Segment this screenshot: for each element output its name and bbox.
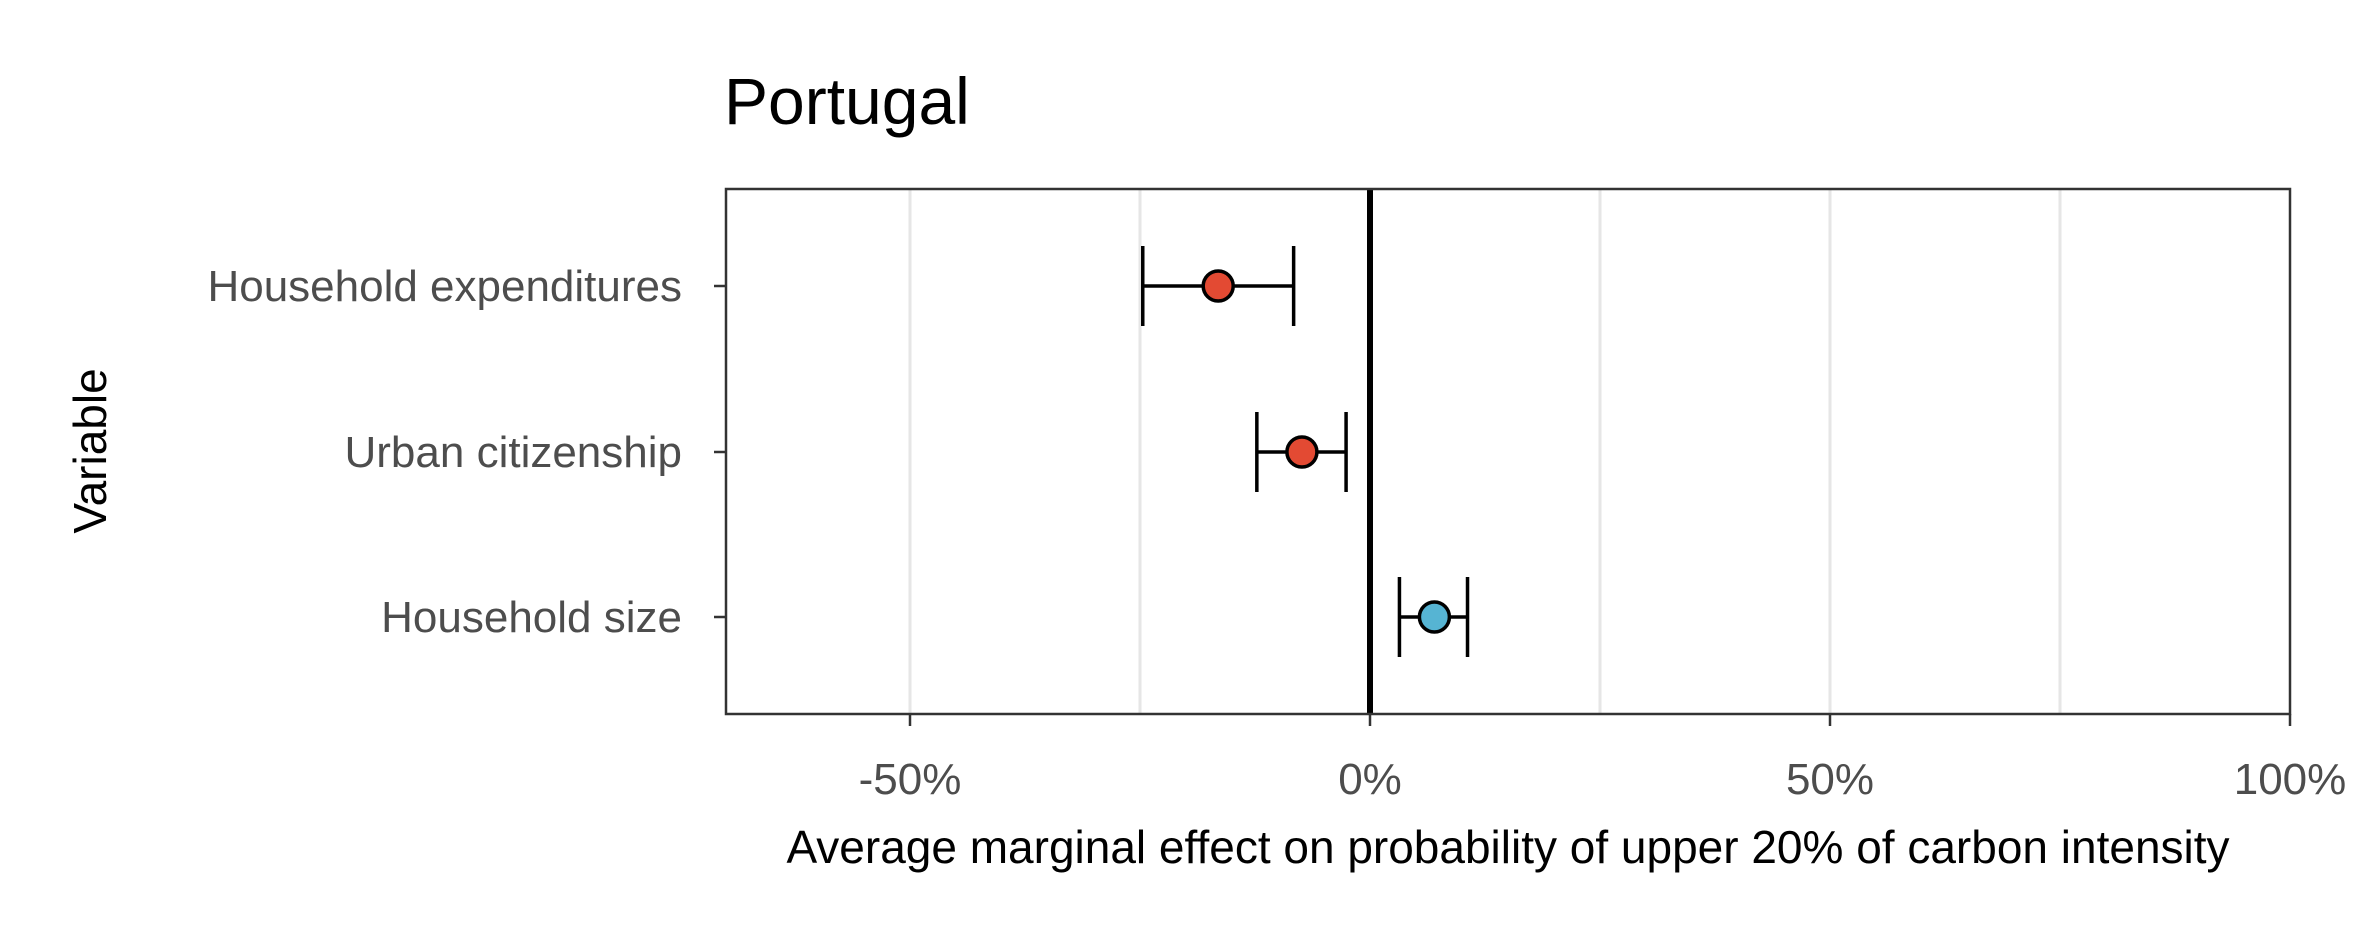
- estimate-point: [1201, 269, 1235, 303]
- chart-title: Portugal: [724, 64, 970, 138]
- plot-panel-border: [724, 187, 2292, 716]
- estimate-point: [1285, 435, 1319, 469]
- x-axis: -50% 0% 50% 100%: [859, 714, 2347, 804]
- estimate-point: [1417, 600, 1452, 634]
- grid-layer: [908, 189, 2062, 714]
- x-tick-label: 50%: [1786, 755, 1874, 804]
- y-tick-label: Household size: [381, 593, 682, 642]
- x-axis-label: Average marginal effect on probability o…: [786, 821, 2229, 873]
- x-tick-label: 0%: [1338, 755, 1402, 804]
- marks-layer: [1141, 246, 1470, 657]
- y-axis-label: Variable: [64, 368, 116, 533]
- y-axis: Household expenditures Urban citizenship H…: [207, 262, 726, 642]
- y-tick-label: Urban citizenship: [345, 428, 683, 477]
- x-tick-label: -50%: [859, 755, 962, 804]
- x-tick-label: 100%: [2234, 755, 2347, 804]
- y-tick-label: Household expenditures: [207, 262, 682, 311]
